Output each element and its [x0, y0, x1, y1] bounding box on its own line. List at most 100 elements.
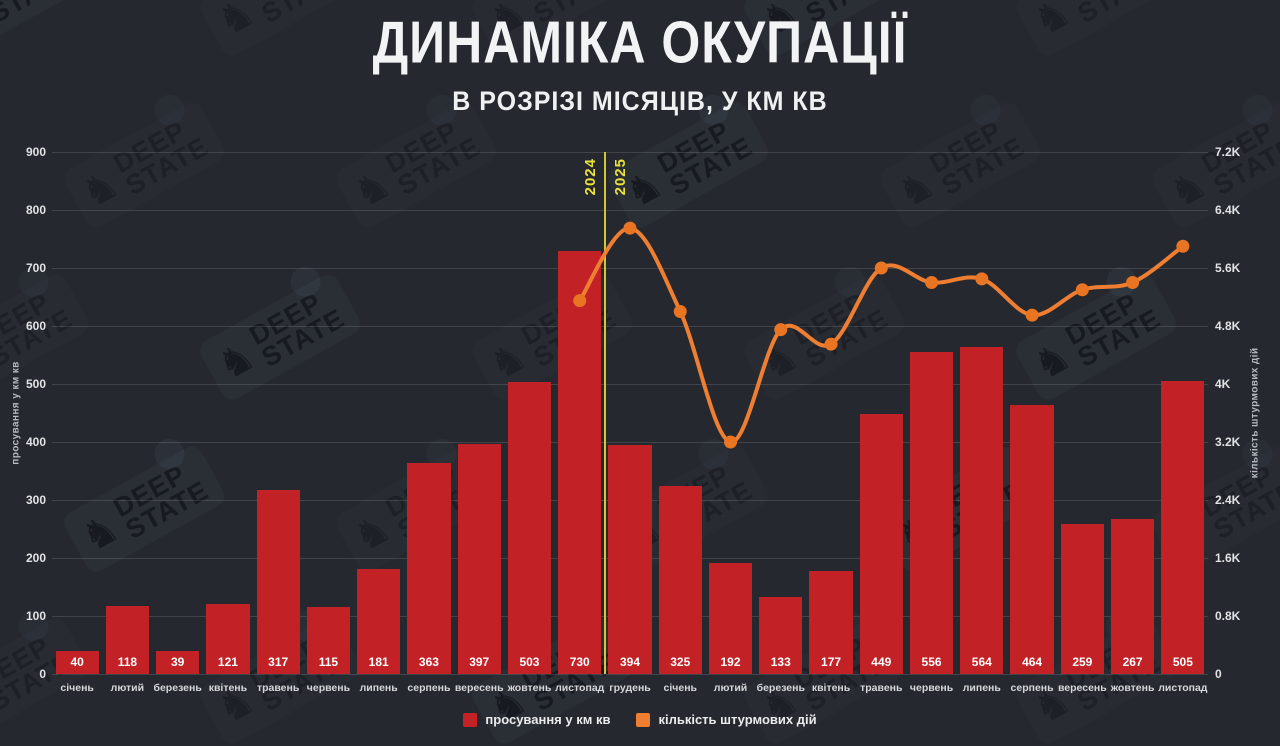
month-label: липень [962, 682, 1001, 694]
watermark-badge [149, 433, 191, 475]
gridline [52, 326, 1208, 327]
legend-swatch-bar [463, 712, 478, 727]
month-label: липень [359, 682, 398, 694]
left-tick: 700 [25, 261, 46, 275]
left-axis-title: просування у км кв [10, 361, 22, 465]
gridline [52, 152, 1208, 153]
month-label: жовтень [507, 682, 552, 694]
bar: 133 [759, 596, 803, 674]
bar-value: 39 [170, 654, 185, 669]
left-tick: 600 [25, 319, 46, 333]
month-label: листопад [1158, 682, 1208, 694]
right-tick: 4K [1215, 377, 1231, 391]
gridline [52, 210, 1208, 211]
month-label: грудень [609, 682, 651, 694]
page-title: ДИНАМІКА ОКУПАЦІЇ [372, 9, 908, 76]
right-tick: 3.2K [1215, 435, 1241, 449]
knight-icon: ♞ [345, 161, 399, 218]
right-tick: 0 [1215, 667, 1222, 681]
left-tick: 100 [25, 609, 46, 623]
bar: 39 [156, 651, 200, 674]
bar-value: 556 [921, 654, 942, 669]
bar: 181 [357, 569, 401, 674]
knight-icon: ♞ [209, 333, 263, 390]
bar-value: 564 [971, 654, 992, 669]
gridline [52, 268, 1208, 269]
bar: 730 [558, 250, 602, 674]
bar: 121 [206, 603, 250, 674]
right-tick: 7.2K [1215, 145, 1241, 159]
bar: 115 [306, 607, 351, 674]
bar-value: 397 [469, 654, 490, 669]
knight-icon: ♞ [753, 333, 807, 390]
line-point [1025, 308, 1039, 322]
legend-label-assaults: кількість штурмових дій [658, 712, 817, 727]
bar: 317 [256, 490, 300, 674]
line-point [975, 272, 989, 286]
bar: 259 [1060, 523, 1104, 674]
bar-value: 177 [821, 654, 842, 669]
left-tick: 800 [25, 203, 46, 217]
month-label: березень [153, 682, 202, 694]
bar-value: 317 [268, 654, 289, 669]
bar-value: 267 [1122, 654, 1143, 669]
gridline [52, 384, 1208, 385]
legend-item-assaults: кількість штурмових дій [636, 712, 817, 727]
bar: 177 [809, 571, 853, 674]
line-point [1176, 239, 1190, 253]
bar: 464 [1010, 404, 1054, 674]
bar-value: 115 [318, 654, 339, 669]
month-label: травень [256, 682, 300, 694]
bar-value: 449 [871, 654, 892, 669]
knight-icon: ♞ [73, 161, 127, 218]
month-label: квітень [811, 682, 851, 694]
knight-icon: ♞ [889, 161, 943, 218]
left-tick: 400 [25, 435, 46, 449]
right-tick: 5.6K [1215, 261, 1241, 275]
month-label: вересень [454, 682, 504, 694]
left-tick: 300 [25, 493, 46, 507]
knight-icon: ♞ [481, 333, 535, 390]
legend-item-advance: просування у км кв [463, 712, 610, 727]
knight-icon: ♞ [1025, 333, 1079, 390]
legend-swatch-line [636, 712, 651, 727]
bar: 192 [708, 562, 753, 674]
bar: 267 [1110, 519, 1155, 674]
line-point [824, 337, 838, 351]
bar: 505 [1161, 381, 1205, 674]
bar-value: 133 [770, 654, 791, 669]
bar-value: 363 [418, 654, 439, 669]
right-axis-title: кількість штурмових дій [1249, 347, 1261, 479]
line-point [925, 276, 939, 289]
month-label: лютий [110, 682, 145, 694]
line-path [578, 226, 1185, 444]
right-tick: 1.6K [1215, 551, 1241, 565]
bar-value: 394 [619, 654, 640, 669]
month-label: квітень [208, 682, 248, 694]
year-divider-line [603, 152, 606, 674]
bar-value: 259 [1072, 654, 1093, 669]
left-tick: 0 [39, 667, 46, 681]
bar: 556 [909, 351, 954, 674]
bar: 118 [105, 605, 149, 674]
gridline [52, 674, 1208, 675]
bar-value: 118 [117, 654, 138, 669]
year-label-2024: 2024 [581, 158, 599, 196]
month-label: вересень [1057, 682, 1107, 694]
left-tick: 900 [25, 145, 46, 159]
month-label: листопад [555, 682, 605, 694]
right-tick: 6.4K [1215, 203, 1241, 217]
line-point [673, 305, 687, 318]
year-label-2025: 2025 [611, 158, 629, 196]
